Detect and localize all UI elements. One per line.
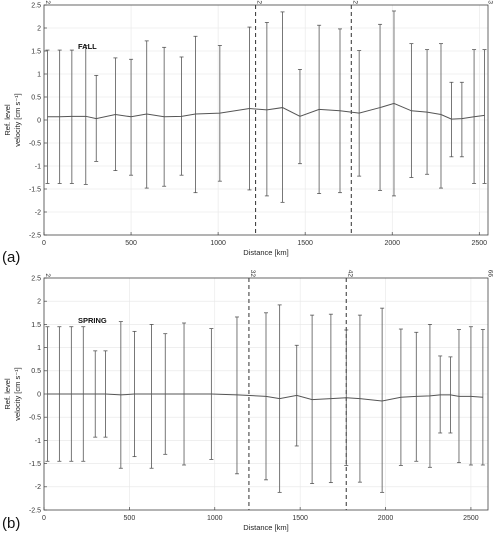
y-axis-label-line1: Ref. level [3, 104, 12, 136]
x-tick-label: 2000 [384, 240, 400, 247]
x-tick-label: 1500 [292, 515, 308, 522]
top-marker-label: 42 [351, 0, 358, 4]
y-axis-label-line2: velocity [cm s⁻¹] [13, 93, 22, 147]
panel-title: FALL [78, 42, 97, 51]
x-tick-label: 1500 [297, 240, 313, 247]
mean-velocity-line [47, 102, 485, 120]
top-marker-label: 2 [44, 273, 51, 277]
y-tick-label: -2.5 [29, 232, 41, 239]
top-marker-label: 66 [486, 270, 493, 278]
y-tick-label: 2 [37, 25, 41, 32]
y-tick-label: -1.5 [29, 461, 41, 468]
x-tick-label: 1000 [210, 240, 226, 247]
y-tick-label: -0.5 [29, 140, 41, 147]
x-tick-label: 0 [42, 515, 46, 522]
x-tick-label: 500 [124, 515, 136, 522]
x-tick-label: 2000 [378, 515, 394, 522]
y-tick-label: 0.5 [31, 368, 41, 375]
y-tick-label: 1.5 [31, 322, 41, 329]
x-tick-label: 500 [125, 240, 137, 247]
x-axis-label: Distance [km] [243, 523, 288, 532]
top-marker-label: 2 [44, 0, 51, 4]
top-marker-label: 32 [256, 0, 263, 4]
y-tick-label: 2.5 [31, 275, 41, 282]
y-tick-label: 0.5 [31, 94, 41, 101]
top-marker-label: 32 [249, 270, 256, 278]
y-tick-label: 2.5 [31, 2, 41, 9]
panel-letter: (b) [2, 515, 20, 532]
mean-velocity-line [47, 393, 483, 402]
y-tick-label: 1 [37, 71, 41, 78]
y-tick-label: 0 [37, 391, 41, 398]
y-tick-label: 1.5 [31, 48, 41, 55]
panel-spring: 0 500 1000 1500 2000 2500 -2.5 -2 -1.5 -1 -0.5 0 0.5… [2, 270, 493, 532]
top-marker-label: 42 [346, 270, 353, 278]
top-marker-label: 63 [486, 0, 493, 4]
panel-letter: (a) [2, 249, 20, 266]
y-tick-label: -1 [35, 163, 41, 170]
y-tick-label: 1 [37, 345, 41, 352]
y-tick-label: -0.5 [29, 415, 41, 422]
y-tick-label: 2 [37, 299, 41, 306]
y-tick-label: 0 [37, 117, 41, 124]
y-tick-label: -2 [35, 209, 41, 216]
y-tick-label: -2.5 [29, 507, 41, 514]
y-tick-label: -1.5 [29, 186, 41, 193]
panel-title: SPRING [78, 316, 107, 325]
x-tick-label: 2500 [472, 240, 488, 247]
x-axis-label: Distance [km] [243, 248, 288, 257]
x-tick-label: 1000 [207, 515, 223, 522]
y-tick-label: -1 [35, 438, 41, 445]
x-tick-label: 2500 [463, 515, 479, 522]
y-axis-label-line2: velocity [cm s⁻¹] [13, 367, 22, 421]
panel-fall: 0 500 1000 1500 2000 2500 -2.5 -2 -1.5 -1 -0.5 0 0.5… [2, 0, 493, 266]
x-tick-label: 0 [42, 240, 46, 247]
y-tick-label: -2 [35, 484, 41, 491]
y-axis-label-line1: Ref. level [3, 378, 12, 410]
